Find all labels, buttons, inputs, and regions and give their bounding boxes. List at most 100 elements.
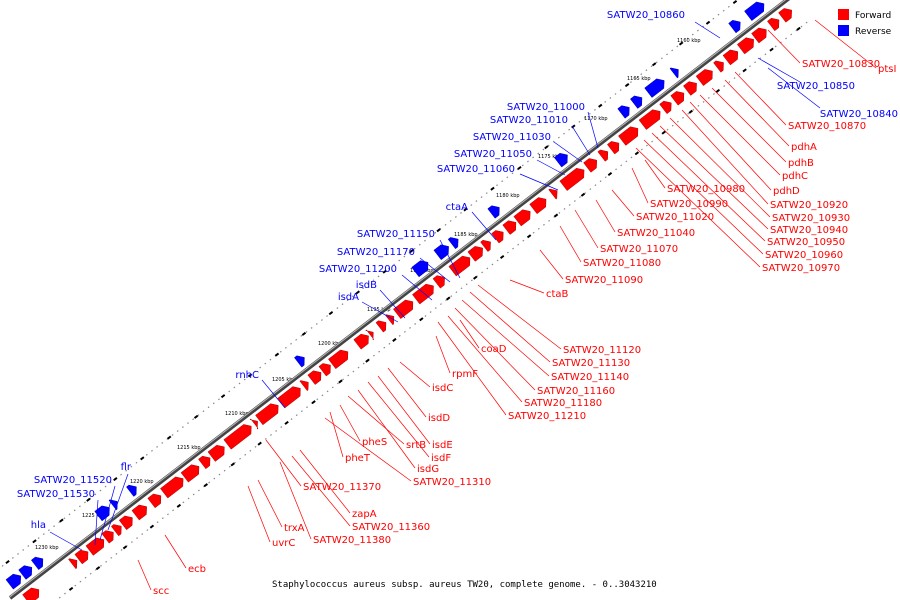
tick-mark [284,420,289,425]
tick-mark [392,337,397,342]
gene-label: SATW20_11520 [34,475,112,486]
reverse-gene [728,20,741,34]
labels-layer: SATW20_10860SATW20_10850SATW20_10840SATW… [17,10,898,597]
tick-label: 1225 kbp [82,513,106,519]
forward-gene [597,149,609,162]
leader-line [767,29,801,64]
leader-line [379,289,406,319]
gene-label: isdG [417,464,439,475]
leader-line [469,291,551,363]
gene-label: rpmF [452,369,478,380]
forward-gene [618,126,639,146]
forward-gene [68,558,78,570]
forward-gene [22,587,40,600]
forward-gene [223,424,252,450]
reverse-gene [617,105,630,119]
reverse-gene [630,95,643,109]
leader-line [447,315,523,403]
reverse-gene [94,505,110,522]
gene-label: SATW20_11060 [437,164,515,175]
legend: Forward Reverse [838,9,892,37]
leader-line [279,461,312,540]
forward-gene [118,515,133,531]
reverse-gene [108,499,118,511]
tick-label: 1200 kbp [318,341,342,347]
leader-line [644,159,666,189]
tick-mark [176,503,182,508]
gene-label: SATW20_11200 [319,264,397,275]
gene-label: SATW20_11310 [413,477,491,488]
gene-label: SATW20_11210 [508,411,586,422]
genome-backbone [8,0,791,600]
leader-line [99,485,116,541]
leader-line [459,319,480,349]
leader-line [595,199,616,233]
tick-mark [274,352,280,357]
gene-label: isdB [356,280,377,291]
forward-gene [74,549,89,565]
gene-label: isdA [338,292,359,303]
forward-gene [491,230,504,244]
leader-line [377,375,431,445]
leader-line [643,139,764,255]
gene-label: SATW20_10970 [762,263,840,274]
gene-label: scc [153,586,169,597]
forward-gene [160,476,184,499]
gene-label: pdhC [782,171,808,182]
leader-line [587,111,599,149]
forward-gene [432,275,445,289]
leader-line [324,417,412,482]
gene-label: pdhB [788,158,814,169]
leader-line [694,21,721,39]
tick-mark [634,151,640,156]
leader-line [49,531,83,551]
leader-line [757,57,801,83]
tick-mark [661,130,666,135]
leader-line [571,125,591,156]
tick-mark [490,186,495,191]
tick-label: 1170 kbp [584,116,608,122]
tick-label: 1160 kbp [677,38,701,44]
forward-gene [318,363,331,377]
leader-line [651,132,766,242]
reverse-gene [294,355,305,368]
gene-label: SATW20_10950 [767,237,845,248]
tick-label: 1175 kbp [538,154,562,160]
gene-label: SATW20_10920 [770,200,848,211]
tick-mark [247,373,253,378]
leader-line [461,299,550,377]
leader-line [689,101,772,191]
tick-mark [715,89,720,94]
tick-mark [446,296,451,301]
leader-line [437,321,507,416]
gene-label: SATW20_11090 [565,275,643,286]
forward-gene [713,60,724,73]
forward-gene [328,349,349,370]
gene-label: SATW20_11010 [490,115,568,126]
leader-line [659,125,769,230]
gene-label: uvrC [272,538,295,549]
forward-gene [180,464,200,483]
gene-label: SATW20_11530 [17,489,95,500]
forward-gene [767,17,780,32]
gene-label: ptsI [878,64,896,75]
forward-gene [110,524,122,537]
reverse-gene [18,565,33,580]
forward-gene [147,493,162,509]
leader-line [439,239,461,279]
leader-line [681,109,769,205]
gene-label: SATW20_10870 [788,121,866,132]
forward-gene [670,91,685,106]
forward-gene [695,69,713,86]
leader-line [509,279,545,294]
tick-mark [95,566,101,571]
tick-mark [32,539,37,544]
tick-mark [705,20,711,25]
forward-gene [412,283,434,305]
gene-label: isdE [432,440,453,451]
forward-gene [307,370,322,385]
tick-label: 1195 kbp [367,307,391,313]
tick-mark [328,311,334,316]
tick-mark [732,0,738,5]
